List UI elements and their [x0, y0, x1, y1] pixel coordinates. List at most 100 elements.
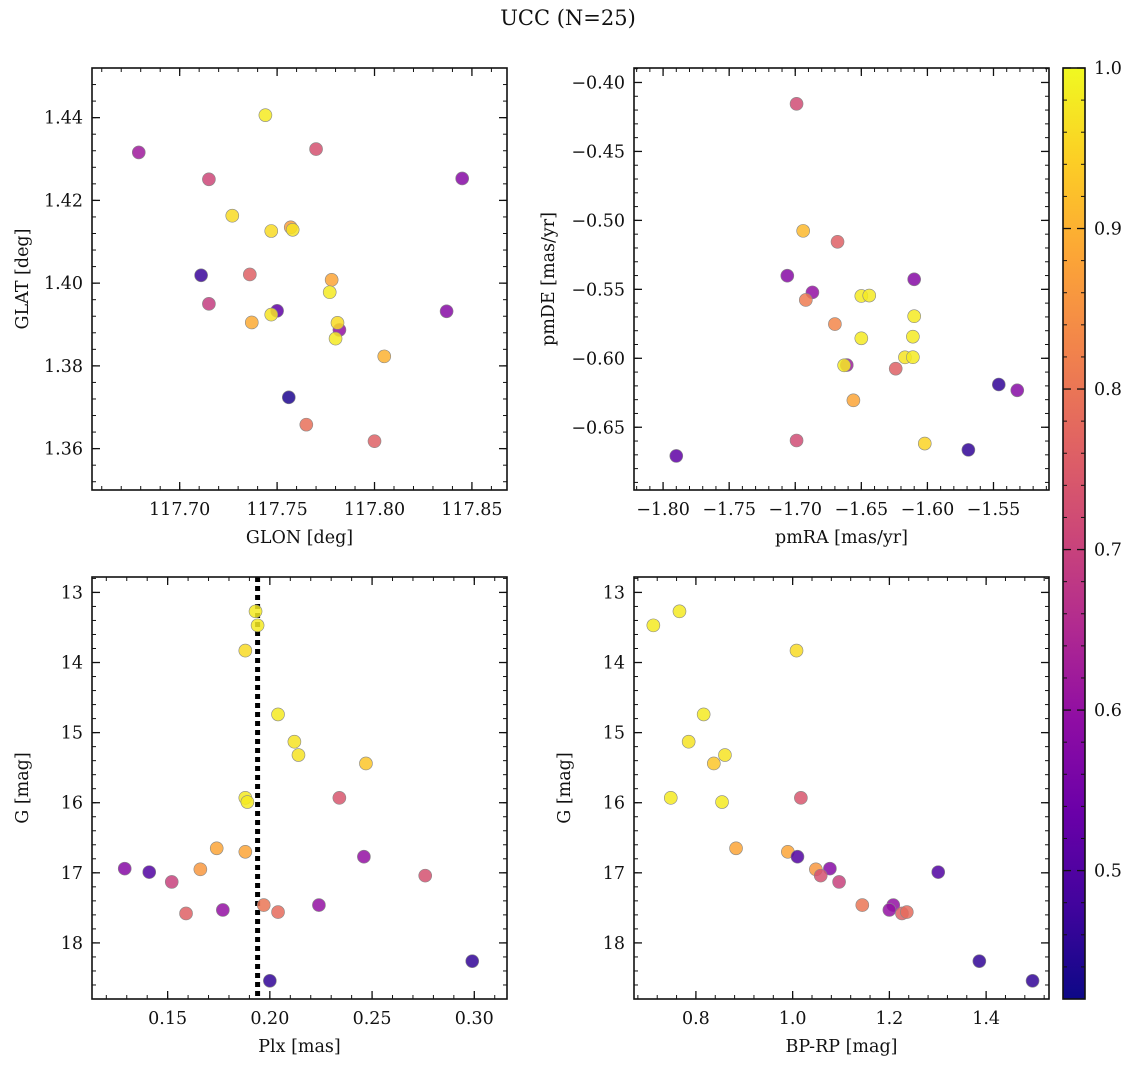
data-point	[455, 171, 469, 186]
data-point	[899, 905, 914, 919]
data-point	[823, 861, 837, 876]
colorbar-tick-label: 0.9	[1094, 220, 1122, 240]
x-tick-label: −1.60	[901, 500, 955, 520]
data-point	[830, 234, 845, 249]
data-point	[663, 791, 678, 805]
data-point	[357, 849, 371, 864]
x-tick-label: −1.70	[768, 500, 822, 520]
x-tick-label: 1.2	[875, 1009, 903, 1029]
data-point	[796, 224, 810, 238]
y-tick-label: 17	[61, 864, 83, 884]
axes-frame	[633, 67, 1050, 491]
data-point	[961, 443, 976, 457]
data-point	[248, 604, 263, 619]
data-point	[813, 868, 828, 883]
data-point	[780, 268, 795, 283]
figure-title: UCC (N=25)	[500, 6, 636, 30]
data-point	[281, 390, 296, 405]
y-tick-label: 16	[61, 794, 83, 814]
x-tick-label: 1.0	[779, 1009, 807, 1029]
x-tick-label: 117.70	[149, 500, 210, 520]
data-point	[789, 433, 804, 448]
data-point	[238, 643, 253, 658]
data-point	[367, 434, 382, 448]
data-point	[359, 756, 373, 771]
data-point	[799, 293, 813, 307]
x-tick-label: −1.75	[702, 500, 756, 520]
x-tick-label: −1.55	[967, 500, 1021, 520]
data-point	[244, 315, 259, 330]
x-tick-label: 117.75	[246, 500, 307, 520]
data-point	[465, 954, 480, 968]
data-point	[225, 208, 240, 223]
data-point	[238, 844, 253, 859]
y-tick-label: 1.36	[44, 440, 83, 460]
axes-frame	[91, 576, 508, 1000]
data-point	[164, 875, 179, 889]
y-axis-label: GLAT [deg]	[13, 229, 33, 330]
data-point	[202, 172, 216, 187]
x-axis-label: BP-RP [mag]	[786, 1037, 898, 1057]
data-point	[1025, 973, 1040, 988]
data-point	[322, 285, 337, 300]
axes-frame	[91, 67, 508, 491]
data-point	[907, 272, 921, 287]
data-point	[330, 316, 345, 330]
data-point	[418, 868, 433, 883]
data-point	[291, 748, 306, 762]
data-point	[906, 350, 920, 364]
data-point	[972, 954, 987, 968]
panel-2: −1.80 −1.75 −1.70 −1.65 −1.60 −1.55 −0.65 −0.60…	[539, 67, 1050, 548]
y-tick-label: 14	[603, 654, 625, 674]
data-point	[906, 329, 920, 344]
x-tick-label: 117.85	[441, 500, 502, 520]
data-point	[202, 297, 216, 311]
data-point	[193, 862, 208, 877]
data-point	[179, 906, 193, 921]
data-point	[309, 142, 323, 156]
x-axis-label: pmRA [mas/yr]	[775, 528, 908, 548]
data-point	[324, 273, 339, 287]
data-point	[837, 358, 851, 373]
data-point	[646, 618, 661, 633]
data-point	[1010, 383, 1025, 398]
x-tick-label: 0.15	[148, 1009, 187, 1029]
colorbar: 0.5 0.6 0.7 0.8 0.9 1.0	[1062, 59, 1122, 1000]
data-point	[299, 417, 314, 432]
y-tick-label: 15	[603, 724, 625, 744]
data-point	[931, 865, 946, 879]
data-point	[285, 222, 300, 237]
data-point	[846, 393, 861, 408]
scatter-panels: 117.70 117.75 117.80 117.85 1.36 1.38 1.40 1.42…	[13, 67, 1050, 1057]
data-point	[243, 267, 257, 282]
data-point	[312, 898, 326, 912]
y-tick-label: 15	[61, 724, 83, 744]
data-point	[715, 795, 729, 809]
x-tick-label: −1.65	[835, 500, 889, 520]
data-point	[789, 97, 804, 111]
data-point	[794, 791, 808, 805]
data-point	[271, 905, 285, 919]
y-tick-label: −0.55	[571, 280, 625, 300]
data-point	[828, 317, 842, 331]
data-point	[264, 224, 279, 238]
x-tick-label: −1.80	[636, 500, 690, 520]
data-point	[263, 973, 277, 988]
x-tick-label: 0.25	[353, 1009, 392, 1029]
data-point	[240, 795, 255, 809]
y-axis-label: pmDE [mas/yr]	[539, 212, 559, 346]
y-tick-label: −0.50	[571, 211, 625, 231]
data-point	[264, 307, 279, 322]
data-point	[256, 898, 271, 912]
data-point	[216, 903, 230, 917]
data-point	[287, 734, 302, 749]
y-tick-label: 13	[603, 583, 625, 603]
data-point	[117, 861, 132, 876]
x-tick-label: 1.4	[972, 1009, 1000, 1029]
data-point	[271, 707, 285, 722]
data-point	[729, 841, 743, 856]
colorbar-tick-label: 0.7	[1094, 541, 1122, 561]
colorbar-frame	[1062, 67, 1086, 1000]
data-point	[332, 791, 347, 805]
data-point	[882, 903, 897, 917]
